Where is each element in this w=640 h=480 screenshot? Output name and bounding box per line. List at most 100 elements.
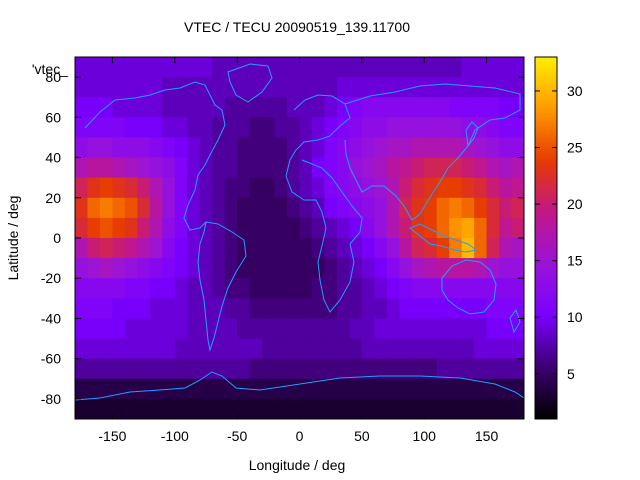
heatmap-cell [449,278,463,299]
heatmap-cell [386,318,400,340]
heatmap-cell [349,77,363,98]
heatmap-cell [399,318,413,340]
heatmap-cell [112,97,126,118]
coastline-europe-africa [285,94,363,313]
heatmap-cell [99,258,114,279]
heatmap-cell [461,137,475,159]
heatmap-cell [424,398,438,419]
heatmap-cell [124,358,138,380]
heatmap-cell [224,378,238,400]
heatmap-cell [336,77,350,98]
heatmap-cell [374,358,388,380]
heatmap-cell [474,217,488,239]
heatmap-cell [324,278,338,299]
heatmap-cell [361,157,375,179]
heatmap-cell [361,298,375,320]
heatmap-cell [249,117,263,139]
heatmap-cell [224,177,238,199]
heatmap-cell [386,197,400,219]
heatmap-cell [199,177,213,199]
heatmap-cell [75,258,89,279]
heatmap-cell [149,378,163,400]
y-axis-ticks: -80 -60 -40 -20 0 20 40 60 80 [41,69,524,407]
x-axis-ticks: -150 -100 -50 0 50 100 150 [98,57,498,444]
heatmap-cell [237,177,251,199]
heatmap-cell [124,398,138,419]
heatmap-cell [349,258,363,279]
heatmap-cell [361,238,375,259]
heatmap-cell [187,378,201,400]
heatmap-cell [212,278,226,299]
y-tick-label: 0 [53,230,61,246]
heatmap-cell [274,77,288,98]
heatmap-cell [112,157,126,179]
heatmap-cell [499,157,513,179]
x-tick-label: -50 [227,428,247,444]
heatmap-cell [449,57,463,78]
heatmap-cell [99,197,114,219]
heatmap-cell [474,157,488,179]
colorbar-tick-label: 5 [567,366,575,382]
heatmap-cell [249,177,263,199]
heatmap-cell [87,117,101,139]
heatmap-cell [374,378,388,400]
heatmap-cell [187,258,201,279]
heatmap-cell [474,298,488,320]
heatmap-cell [199,117,213,139]
heatmap-cell [474,398,488,419]
heatmap-cell [511,157,524,179]
heatmap-cell [199,57,213,78]
heatmap-cell [386,117,400,139]
heatmap-cell [324,378,338,400]
heatmap-cell [87,358,101,380]
heatmap-cell [349,398,363,419]
heatmap-cell [174,197,188,219]
heatmap-cell [174,57,188,78]
heatmap-cell [461,97,475,118]
x-tick-label: -150 [98,428,126,444]
heatmap-cell [324,137,338,159]
heatmap-cell [474,137,488,159]
heatmap-cell [374,217,388,239]
heatmap-cell [212,238,226,259]
y-tick-label: -40 [41,310,61,326]
heatmap-cell [499,318,513,340]
heatmap-cell [449,137,463,159]
heatmap-cell [311,338,326,360]
heatmap-cell [137,97,151,118]
heatmap-cell [436,318,450,340]
coastline-indonesia [409,223,478,253]
heatmap-cell [274,197,288,219]
heatmap-cell [174,298,188,320]
x-axis-label: Longitude / deg [249,457,346,473]
heatmap-cell [461,157,475,179]
heatmap-cell [474,197,488,219]
heatmap-cell [287,177,301,199]
heatmap-cell [499,258,513,279]
heatmap-cell [174,137,188,159]
heatmap-cell [449,398,463,419]
heatmap-cell [374,398,388,419]
heatmap-cell [411,358,425,380]
heatmap-cell [274,57,288,78]
heatmap-cell [187,57,201,78]
heatmap-cell [324,197,338,219]
heatmap-cell [511,278,524,299]
heatmap-cell [449,117,463,139]
heatmap-cell [287,197,301,219]
heatmap-cell [424,77,438,98]
heatmap-cell [349,137,363,159]
heatmap-cell [349,177,363,199]
heatmap-cell [511,378,524,400]
heatmap-cell [374,338,388,360]
heatmap-cell [336,177,350,199]
heatmap-cell [187,157,201,179]
heatmap-cell [187,338,201,360]
heatmap-cell [486,57,500,78]
heatmap-cell [461,398,475,419]
heatmap-cell [411,177,425,199]
heatmap-cell [287,278,301,299]
heatmap-cell [162,338,176,360]
heatmap-cell [87,137,101,159]
heatmap-cell [411,57,425,78]
